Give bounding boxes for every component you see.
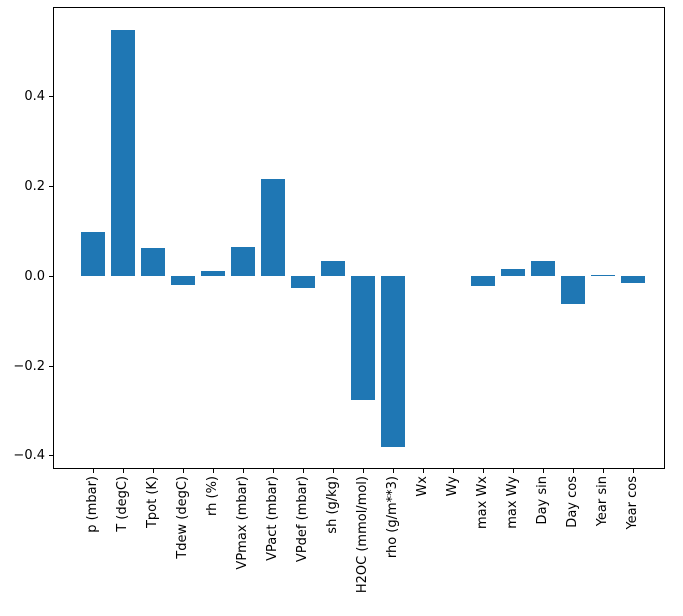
x-tick-mark xyxy=(272,469,274,473)
x-tick-label-year-sin: Year sin xyxy=(595,476,611,527)
x-tick-label-wrap: Day sin xyxy=(535,476,551,525)
x-tick-mark xyxy=(452,469,454,473)
x-tick-label-wrap: Day cos xyxy=(565,476,581,528)
x-tick-label-year-cos: Year cos xyxy=(625,476,641,530)
x-tick-mark xyxy=(92,469,94,473)
x-tick-mark xyxy=(302,469,304,473)
x-tick-label-vpmax-mbar: VPmax (mbar) xyxy=(235,476,251,570)
x-tick-label-wrap: sh (g/kg) xyxy=(325,476,341,534)
x-tick-mark xyxy=(542,469,544,473)
x-tick-label-wrap: Year cos xyxy=(625,476,641,530)
x-tick-mark xyxy=(392,469,394,473)
x-tick-label-wrap: Wx xyxy=(415,476,431,497)
x-tick-label-wrap: T (degC) xyxy=(115,476,131,532)
x-tick-label-wrap: max Wy xyxy=(505,476,521,529)
x-tick-label-wrap: rho (g/m**3) xyxy=(385,476,401,559)
x-tick-mark xyxy=(632,469,634,473)
x-tick-label-rh: rh (%) xyxy=(205,476,221,516)
x-tick-label-max-wy: max Wy xyxy=(505,476,521,529)
x-tick-label-wrap: VPact (mbar) xyxy=(265,476,281,561)
x-tick-label-wrap: Tdew (degC) xyxy=(175,476,191,559)
x-tick-label-day-sin: Day sin xyxy=(535,476,551,525)
x-tick-mark xyxy=(242,469,244,473)
x-tick-label-max-wx: max Wx xyxy=(475,476,491,530)
x-tick-mark xyxy=(422,469,424,473)
x-tick-mark xyxy=(212,469,214,473)
x-tick-label-day-cos: Day cos xyxy=(565,476,581,528)
x-tick-mark xyxy=(482,469,484,473)
x-tick-mark xyxy=(152,469,154,473)
y-tick-label: −0.2 xyxy=(13,358,45,374)
x-tick-label-wrap: VPdef (mbar) xyxy=(295,476,311,563)
x-tick-label-wrap: VPmax (mbar) xyxy=(235,476,251,570)
x-tick-label-rho-g-m-3: rho (g/m**3) xyxy=(385,476,401,559)
x-tick-label-vpact-mbar: VPact (mbar) xyxy=(265,476,281,561)
y-tick-label: −0.4 xyxy=(13,448,45,464)
x-tick-label-wrap: Wy xyxy=(445,476,461,497)
x-tick-label-h2oc-mmol-mol: H2OC (mmol/mol) xyxy=(355,476,371,594)
x-tick-mark xyxy=(572,469,574,473)
x-tick-mark xyxy=(182,469,184,473)
x-tick-label-wrap: max Wx xyxy=(475,476,491,530)
x-tick-label-p-mbar: p (mbar) xyxy=(85,476,101,533)
x-tick-label-wy: Wy xyxy=(445,476,461,497)
plot-area xyxy=(53,7,665,469)
y-tick-label: 0.4 xyxy=(24,89,45,105)
x-tick-label-t-degc: T (degC) xyxy=(115,476,131,532)
y-tick-label: 0.0 xyxy=(24,268,45,284)
x-tick-label-sh-g-kg: sh (g/kg) xyxy=(325,476,341,534)
x-tick-label-wrap: H2OC (mmol/mol) xyxy=(355,476,371,594)
x-tick-label-wx: Wx xyxy=(415,476,431,497)
x-tick-label-wrap: Year sin xyxy=(595,476,611,527)
x-tick-label-wrap: p (mbar) xyxy=(85,476,101,533)
x-tick-mark xyxy=(122,469,124,473)
x-tick-label-tdew-degc: Tdew (degC) xyxy=(175,476,191,559)
x-tick-label-tpot-k: Tpot (K) xyxy=(145,476,161,529)
x-tick-mark xyxy=(362,469,364,473)
x-tick-label-wrap: Tpot (K) xyxy=(145,476,161,529)
x-tick-label-wrap: rh (%) xyxy=(205,476,221,516)
y-tick-label: 0.2 xyxy=(24,179,45,195)
x-tick-mark xyxy=(602,469,604,473)
x-tick-label-vpdef-mbar: VPdef (mbar) xyxy=(295,476,311,563)
x-tick-mark xyxy=(512,469,514,473)
x-tick-mark xyxy=(332,469,334,473)
